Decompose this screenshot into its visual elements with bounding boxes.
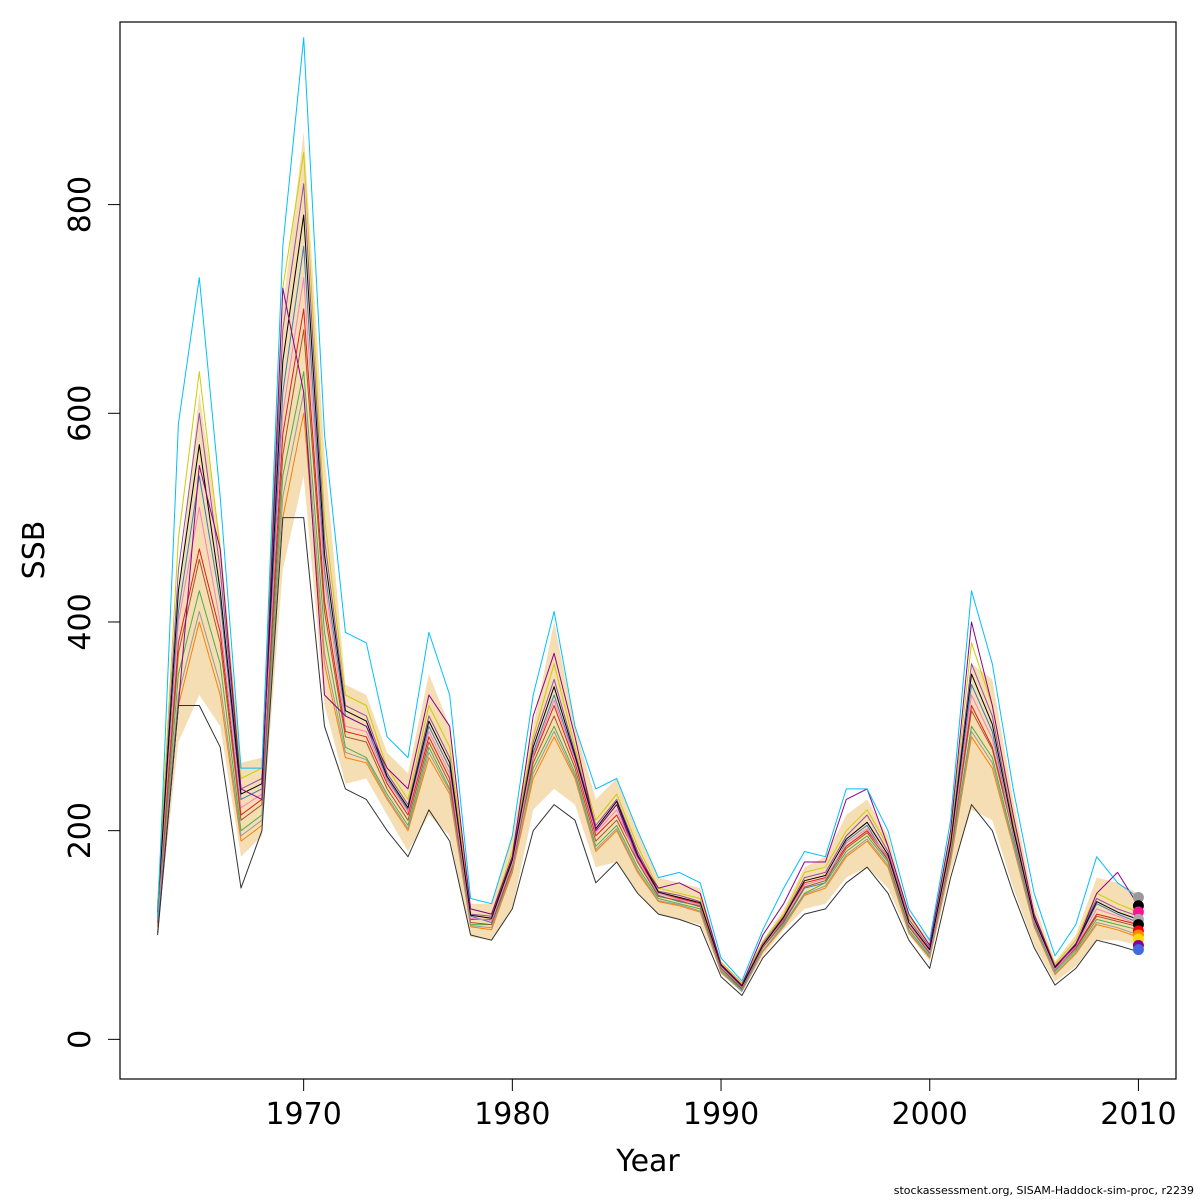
footer-credit: stockassessment.org, SISAM-Haddock-sim-p… (893, 1184, 1194, 1197)
y-axis-title: SSB (17, 521, 52, 580)
series-line (157, 412, 1139, 992)
endpoint-marker (1132, 891, 1144, 903)
y-axis: 0 200 400 600 800 (63, 176, 121, 1049)
series-line (157, 277, 1139, 988)
series-line (157, 37, 1139, 982)
x-tick-label: 1980 (474, 1097, 550, 1132)
y-tick-label: 800 (63, 176, 98, 233)
series-line (157, 329, 1139, 989)
series-line (157, 517, 1139, 996)
y-tick-label: 600 (63, 385, 98, 442)
series-line (157, 214, 1139, 987)
x-axis: 1970 1980 1990 2000 2010 (265, 1078, 1177, 1132)
series-line (157, 371, 1139, 991)
endpoint-markers (1132, 891, 1144, 956)
series-line (157, 391, 1139, 992)
x-tick-label: 2010 (1100, 1097, 1176, 1132)
simulation-lines (157, 37, 1139, 996)
series-line (157, 183, 1139, 986)
x-tick-label: 1990 (683, 1097, 759, 1132)
y-tick-label: 0 (63, 1030, 98, 1049)
x-tick-label: 1970 (265, 1097, 341, 1132)
series-line (157, 287, 1139, 986)
confidence-band (157, 131, 1139, 993)
x-axis-title: Year (615, 1144, 680, 1179)
band-area (157, 131, 1139, 993)
y-tick-label: 200 (63, 802, 98, 859)
endpoint-marker (1132, 944, 1144, 956)
x-tick-label: 2000 (892, 1097, 968, 1132)
series-line (157, 308, 1139, 988)
y-tick-label: 400 (63, 593, 98, 650)
series-line (157, 151, 1139, 984)
